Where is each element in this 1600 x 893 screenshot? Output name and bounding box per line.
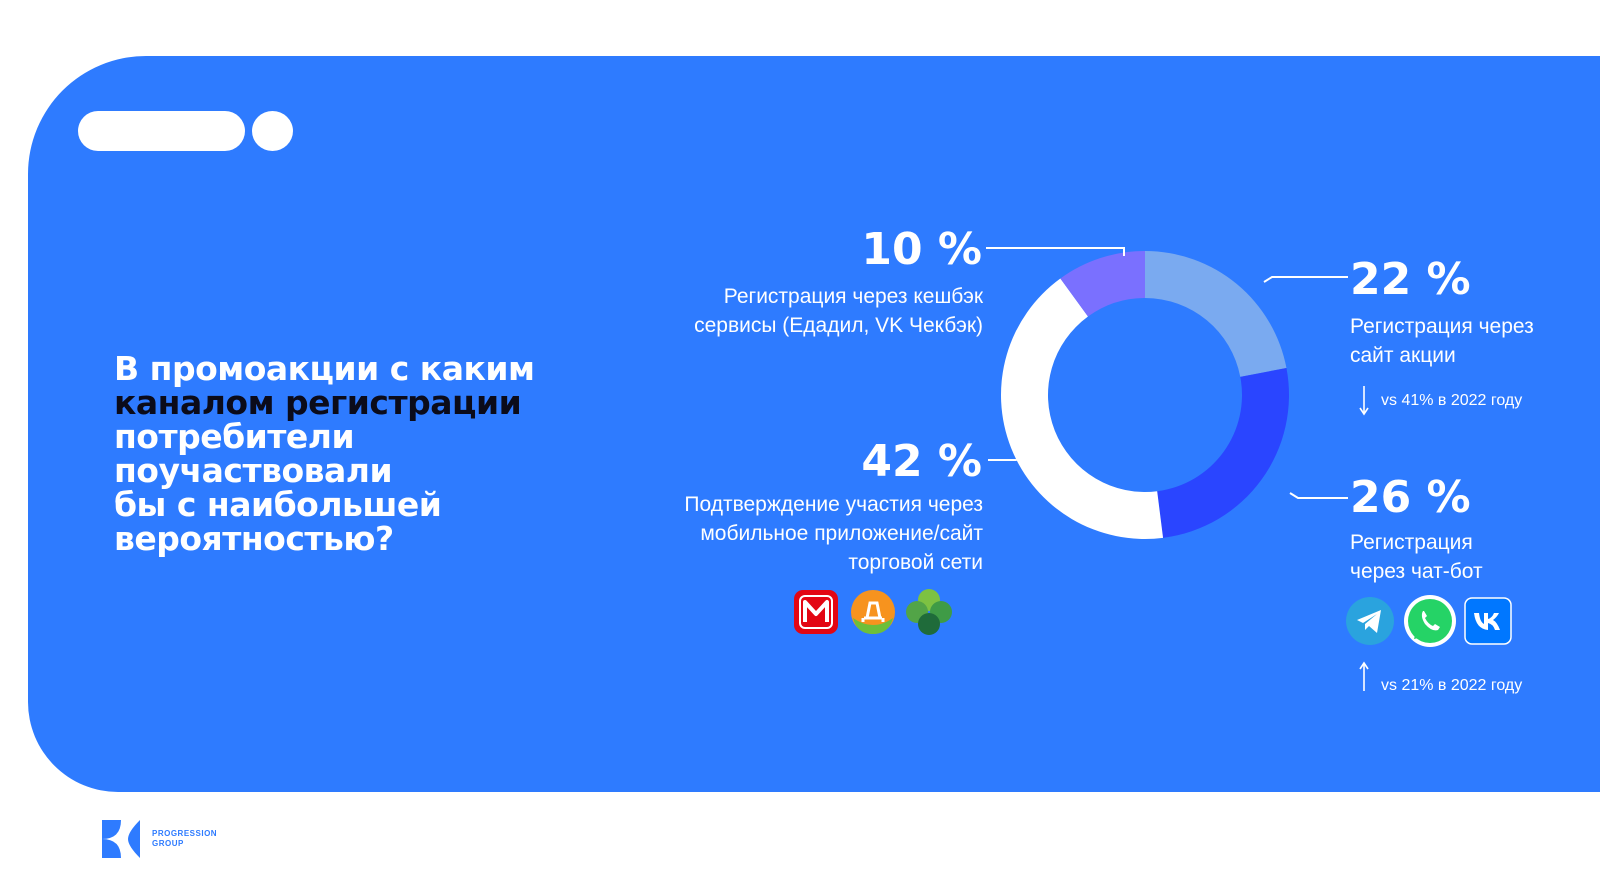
label-line: сервисы (Едадил, VK Чекбэк): [694, 314, 983, 337]
decorative-pill: [78, 111, 245, 151]
dixy-logo-icon: [851, 590, 895, 634]
donut-slice-cashback: [1060, 251, 1145, 317]
pct-site: 22 %: [1350, 254, 1471, 305]
label-site: Регистрация через сайт акции: [1350, 312, 1595, 370]
donut-slice-app: [1001, 278, 1164, 539]
pct-chatbot: 26 %: [1350, 472, 1471, 523]
label-chatbot: Регистрация через чат-бот: [1350, 528, 1595, 586]
telegram-icon: [1346, 597, 1394, 645]
vk-icon: [1464, 597, 1512, 645]
donut-chart: [1001, 251, 1289, 539]
leader-line-app: [988, 454, 1025, 461]
leader-line-site: [1263, 276, 1348, 283]
label-line: Регистрация через кешбэк: [723, 285, 983, 308]
label-line: через чат-бот: [1350, 560, 1483, 583]
blue-panel: [28, 56, 1600, 792]
label-line: Регистрация: [1350, 531, 1473, 554]
label-line: Подтверждение участия через: [684, 493, 983, 516]
leader-line-chatbot: [1289, 492, 1348, 499]
footer-brand-line: GROUP: [152, 839, 184, 848]
vs-site: vs 41% в 2022 году: [1381, 392, 1523, 409]
question-line: бы с наибольшей: [114, 485, 442, 524]
question-line: потребители: [114, 417, 355, 456]
donut-slice-site: [1145, 251, 1287, 377]
arrow-down-icon: [1359, 386, 1369, 416]
pct-app: 42 %: [861, 436, 982, 487]
pct-cashback: 10 %: [861, 224, 982, 275]
footer-brand: PROGRESSION GROUP: [152, 829, 217, 849]
label-line: сайт акции: [1350, 344, 1456, 367]
magnit-logo-icon: [794, 590, 838, 634]
question-line: В промоакции с каким: [114, 349, 535, 388]
decorative-dot: [252, 111, 293, 151]
progression-group-logo: [102, 820, 140, 858]
perekrestok-logo-icon: [906, 589, 952, 635]
question-line-highlight: каналом регистрации: [114, 383, 522, 422]
leader-line-cashback: [986, 247, 1125, 256]
whatsapp-icon: [1404, 595, 1456, 647]
footer-brand-line: PROGRESSION: [152, 829, 218, 838]
label-line: Регистрация через: [1350, 315, 1534, 338]
vs-chatbot: vs 21% в 2022 году: [1381, 677, 1523, 694]
question-line: вероятностью?: [114, 519, 394, 558]
question-line: поучаствовали: [114, 451, 393, 490]
question-heading: В промоакции с каким каналом регистрации…: [114, 352, 634, 556]
label-app: Подтверждение участия через мобильное пр…: [563, 490, 983, 577]
arrow-up-icon: [1359, 661, 1369, 691]
donut-slice-chatbot: [1157, 368, 1289, 538]
label-line: торговой сети: [848, 551, 983, 574]
label-line: мобильное приложение/сайт: [700, 522, 983, 545]
label-cashback: Регистрация через кешбэк сервисы (Едадил…: [563, 282, 983, 340]
